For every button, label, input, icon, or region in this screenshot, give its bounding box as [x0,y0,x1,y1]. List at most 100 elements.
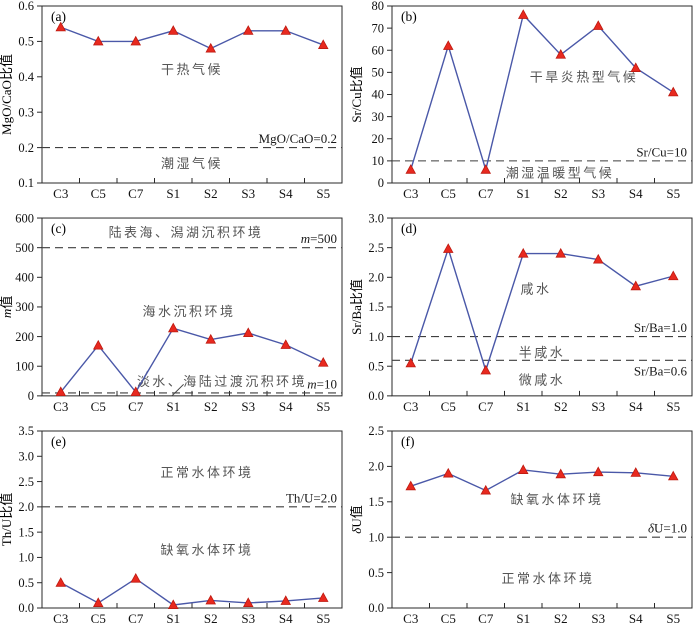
y-tick-label: 2.0 [18,500,34,514]
data-point-marker [130,573,142,583]
x-tick-label: C5 [91,611,106,626]
x-tick-label: S4 [629,611,643,626]
x-tick-label: S5 [666,611,680,626]
x-tick-label: S1 [166,611,180,626]
panel-e: 0.0 0.5 1.0 1.5 2.0 2.5 3.0 3.5 C3 C5 C7 S1 S2 S3 S4 S5… [0,425,350,637]
x-tick-label: C7 [128,186,144,201]
series-line [410,13,674,173]
x-tick-label: C3 [53,611,68,626]
data-point-marker [280,595,292,605]
y-tick-label: 2.0 [368,271,384,285]
x-tick-label: S2 [204,186,218,201]
x-tick-label: S1 [516,611,530,626]
data-point-marker [667,270,679,281]
zone-annotation: 陆表海、潟湖沉积环境 [109,225,264,240]
x-tick-label: S3 [591,186,605,201]
x-tick-label: C7 [128,399,144,414]
y-tick-label: 0.6 [18,0,34,13]
panel-f: 0.0 0.5 1.0 1.5 2.0 2.5 C3 C5 C7 S1 S2 S3 S4 S5 δU=1.0… [350,425,700,637]
panel-f-chart: 0.0 0.5 1.0 1.5 2.0 2.5 C3 C5 C7 S1 S2 S3 S4 S5 δU=1.0… [350,425,693,626]
x-tick-label: S1 [516,186,530,201]
y-tick-label: 200 [15,330,34,344]
data-point-marker [517,9,529,19]
data-point-marker [517,247,529,258]
zone-annotation: 咸水 [521,282,552,297]
y-axis-title: δU值 [350,505,364,533]
y-tick-label: 40 [372,88,385,102]
data-point-marker [405,357,417,368]
y-tick-label: 0.0 [368,389,384,403]
x-tick-label: S3 [591,399,605,414]
panel-b-chart: 0 10 20 30 40 50 60 70 80 C3 C5 C7 S1 S2 S3 S4 S5 Sr/Cu=1… [350,0,693,201]
y-tick-label: 3.0 [18,449,34,463]
y-tick-label: 1.0 [368,330,384,344]
zone-annotation: 正常水体环境 [501,571,594,586]
y-axis-title: MgO/CaO比值 [0,54,14,135]
x-tick-label: C5 [441,186,456,201]
data-point-marker [630,62,642,72]
x-tick-label: S1 [516,399,530,414]
x-tick-label: S3 [241,186,255,201]
data-point-marker [480,164,492,174]
data-point-marker [167,322,179,333]
panel-e-chart: 0.0 0.5 1.0 1.5 2.0 2.5 3.0 3.5 C3 C5 C7 S1 S2 S3 S4 S5… [0,425,343,626]
y-tick-label: 20 [372,132,385,146]
panel-d-chart: 0.0 0.5 1.0 1.5 2.0 2.5 3.0 C3 C5 C7 S1 S2 S3 S4 S5 Sr/… [350,212,693,414]
data-point-marker [592,20,604,30]
panel-label: (b) [401,9,417,24]
x-tick-label: C3 [403,611,418,626]
x-tick-label: C5 [441,611,456,626]
y-tick-label: 1.0 [368,530,384,544]
threshold-label: Th/U=2.0 [286,490,337,505]
data-point-marker [55,21,67,32]
x-tick-label: C7 [478,399,494,414]
data-point-marker [130,386,142,397]
data-point-marker [242,25,254,35]
x-tick-label: S5 [666,186,680,201]
panel-label: (a) [51,9,66,24]
x-tick-label: S5 [316,399,330,414]
y-tick-label: 0.0 [18,601,34,615]
y-tick-label: 1.0 [18,551,34,565]
y-tick-label: 0.5 [368,566,384,580]
data-point-marker [280,25,292,35]
y-tick-label: 1.5 [368,300,384,314]
zone-annotation: 干热气候 [161,62,223,77]
panel-label: (d) [401,221,417,237]
y-tick-label: 3.5 [18,425,34,438]
y-axis-title: Sr/Ba比值 [350,279,364,335]
y-tick-label: 1.5 [18,525,34,539]
plot-frame [41,430,343,609]
y-tick-label: 2.5 [18,475,34,489]
zone-annotation: 缺氧水体环境 [160,542,253,557]
y-tick-label: 0.4 [18,70,34,84]
threshold-label: MgO/CaO=0.2 [259,131,337,146]
x-tick-label: C3 [53,186,68,201]
threshold-label: m=10 [307,376,337,391]
data-point-marker [442,243,454,253]
x-tick-label: S1 [166,399,180,414]
panel-a: 0.1 0.2 0.3 0.4 0.5 0.6 C3 C5 C7 S1 S2 S3 S4 S5 MgO/Ca… [0,0,350,212]
data-point-marker [592,253,604,264]
zone-annotation: 缺氧水体环境 [510,492,603,507]
x-tick-label: S5 [666,399,680,414]
x-tick-label: C3 [53,399,68,414]
y-tick-label: 0 [378,176,384,190]
data-point-marker [405,480,417,491]
x-tick-label: S4 [279,611,293,626]
x-tick-label: S5 [316,186,330,201]
panel-d: 0.0 0.5 1.0 1.5 2.0 2.5 3.0 C3 C5 C7 S1 S2 S3 S4 S5 Sr/… [350,212,700,425]
y-tick-label: 30 [372,110,385,124]
threshold-label: Sr/Cu=10 [636,144,687,159]
x-tick-label: S5 [316,611,330,626]
data-point-marker [167,599,179,609]
series-line [60,327,324,394]
data-point-marker [92,597,104,607]
x-tick-label: C3 [403,399,418,414]
data-point-marker [205,42,217,53]
y-tick-label: 0.2 [18,141,34,155]
y-tick-label: 0.0 [368,601,384,615]
data-point-marker [517,464,529,474]
data-point-marker [442,467,454,478]
x-tick-label: S1 [166,186,180,201]
